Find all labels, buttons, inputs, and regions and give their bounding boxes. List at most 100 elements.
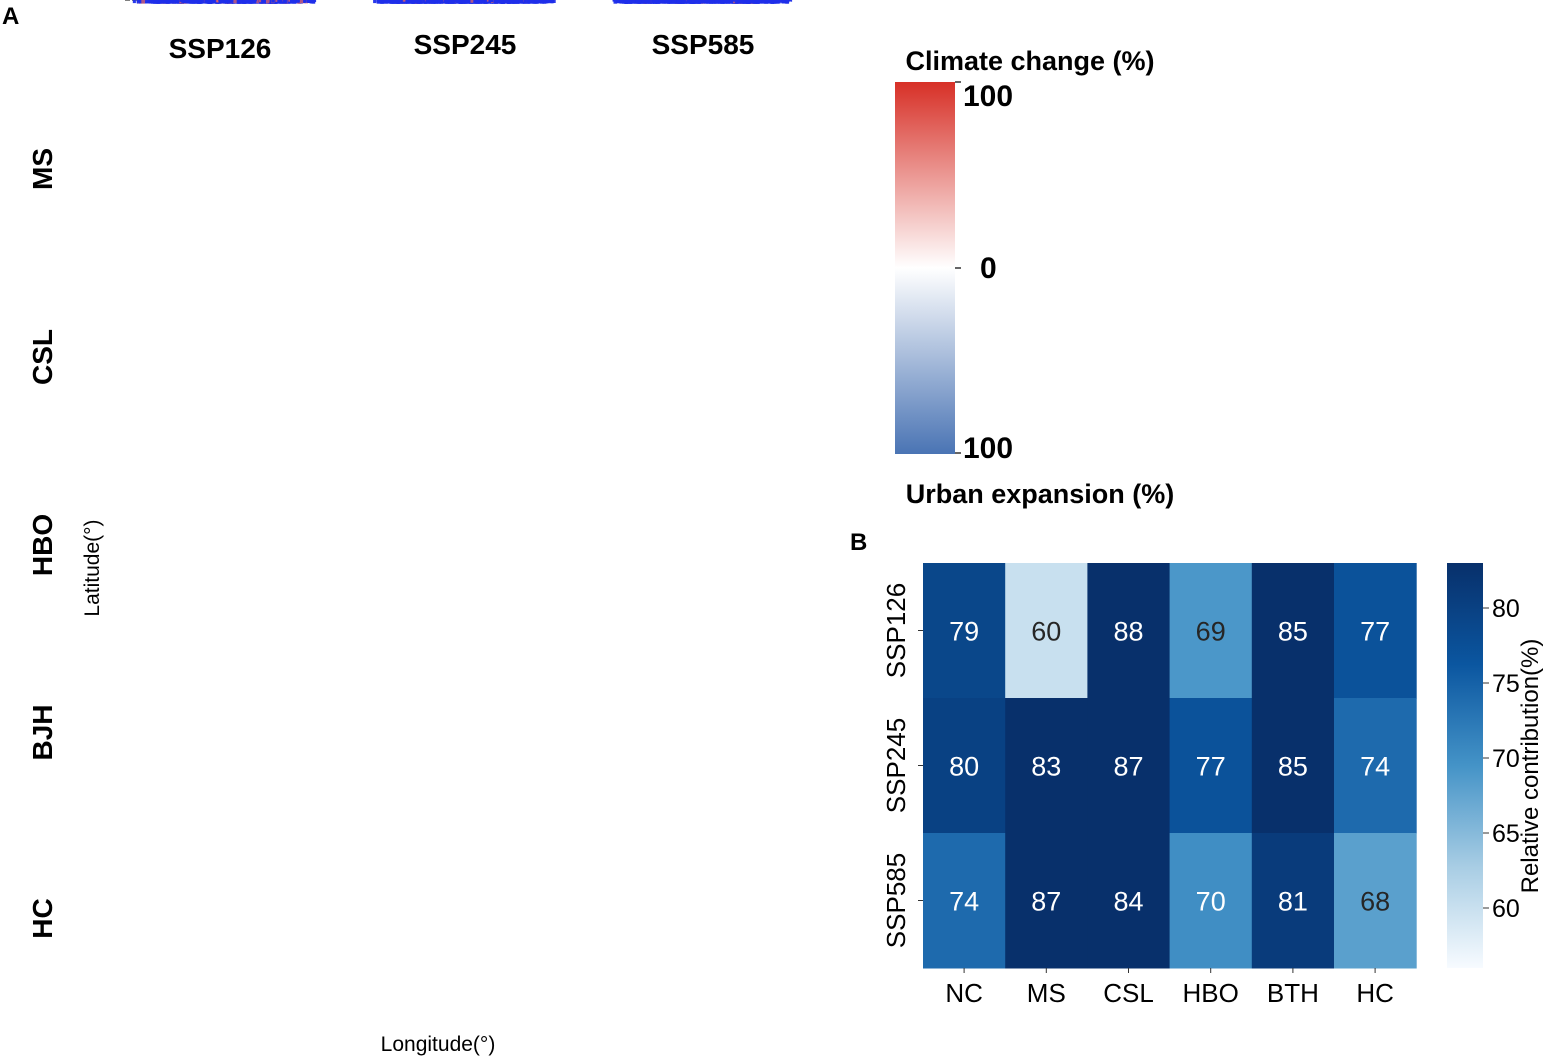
map-hc-ssp245: 122 124 126 128 130 bbox=[353, 0, 572, 5]
heatmap-column-label: HBO bbox=[1183, 978, 1239, 1008]
y-tick-label: 37 bbox=[107, 0, 129, 5]
x-tick-label: 112 bbox=[775, 0, 807, 5]
heatmap-colorbar-tick-label: 75 bbox=[1492, 670, 1520, 698]
heatmap-cell-value: 60 bbox=[1031, 617, 1061, 647]
heatmap-cell-value: 68 bbox=[1360, 887, 1390, 917]
y-tick-label: 39 bbox=[107, 0, 129, 5]
x-tick-label: 113 bbox=[592, 0, 624, 5]
y-tick-label: 41 bbox=[100, 0, 122, 5]
y-tick-label: 46 bbox=[100, 0, 122, 5]
heatmap-cell-value: 87 bbox=[1031, 887, 1061, 917]
heatmap-cell-value: 83 bbox=[1031, 752, 1061, 782]
climate-change-label: Climate change (%) bbox=[905, 46, 1154, 76]
heatmap-cell-value: 77 bbox=[1360, 617, 1390, 647]
map-grid: MS1101121143638110112114110112114CSL1201… bbox=[27, 0, 811, 939]
heatmap-cell-value: 88 bbox=[1113, 617, 1143, 647]
heatmap-colorbar-label: Relative contribution(%) bbox=[1517, 639, 1544, 894]
x-tick-label: 128 bbox=[731, 0, 764, 5]
heatmap-column-label: BTH bbox=[1267, 978, 1319, 1008]
heatmap-cell bbox=[923, 698, 1006, 834]
y-tick-label: 38 bbox=[107, 0, 129, 5]
panel-b-label: B bbox=[850, 529, 867, 556]
x-tick-label: 113 bbox=[354, 0, 386, 5]
y-tick-label: 36 bbox=[107, 0, 129, 5]
heatmap-cell bbox=[1005, 563, 1088, 699]
relative-contribution-colorbar bbox=[1447, 563, 1483, 968]
scenario-header-ssp245: SSP245 bbox=[414, 29, 517, 60]
heatmap-cell bbox=[1251, 563, 1335, 699]
heatmap-column-label: CSL bbox=[1103, 978, 1154, 1008]
heatmap-cell-value: 79 bbox=[949, 617, 979, 647]
heatmap-cell bbox=[1087, 563, 1171, 699]
urban-expansion-label: Urban expansion (%) bbox=[906, 479, 1175, 509]
heatmap-cell bbox=[923, 833, 1006, 969]
map-hc-ssp585: 122 124 126 128 130 bbox=[591, 0, 811, 5]
colorbar-tick-label-bottom: 100 bbox=[963, 432, 1013, 465]
heatmap-cell-value: 74 bbox=[1360, 752, 1390, 782]
heatmap-cell-value: 84 bbox=[1113, 887, 1143, 917]
climate-urban-colorbar bbox=[895, 82, 955, 454]
heatmap-row-label: SSP245 bbox=[881, 718, 911, 813]
heatmap-column-label: MS bbox=[1027, 978, 1066, 1008]
x-tick-label: 130 bbox=[777, 0, 810, 5]
longitude-axis-label: Longitude(°) bbox=[381, 1033, 496, 1056]
x-tick-label: 114 bbox=[775, 0, 807, 5]
x-tick-label: 128 bbox=[254, 0, 287, 5]
heatmap-colorbar-tick-label: 70 bbox=[1492, 745, 1520, 773]
heatmap-column-label: HC bbox=[1356, 978, 1394, 1008]
heatmap-cell-value: 85 bbox=[1278, 617, 1308, 647]
heatmap-cell-value: 87 bbox=[1113, 752, 1143, 782]
heatmap-colorbar-tick-label: 80 bbox=[1492, 595, 1520, 623]
x-tick-label: 126 bbox=[684, 0, 717, 5]
heatmap-cell bbox=[1334, 833, 1417, 969]
x-tick-label: 128 bbox=[492, 0, 525, 5]
x-tick-label: 113 bbox=[114, 0, 146, 5]
x-tick-label: 122 bbox=[591, 0, 624, 5]
scenario-header-ssp585: SSP585 bbox=[652, 29, 755, 60]
row-label-ms: MS bbox=[27, 148, 58, 190]
heatmap-column-label: NC bbox=[945, 978, 983, 1008]
x-tick-label: 124 bbox=[638, 0, 671, 5]
y-tick-label: 48 bbox=[100, 0, 122, 5]
heatmap-cell-value: 69 bbox=[1196, 617, 1226, 647]
heatmap-colorbar-tick-label: 65 bbox=[1492, 820, 1520, 848]
heatmap-cell-value: 80 bbox=[949, 752, 979, 782]
y-tick-label: 41 bbox=[107, 0, 129, 5]
heatmap-cell-value: 81 bbox=[1278, 887, 1308, 917]
y-tick-label: 37 bbox=[100, 0, 122, 5]
map-hc-ssp126: 122 124 126 128 130 42444648 bbox=[100, 0, 335, 5]
heatmap-cell bbox=[1087, 833, 1171, 969]
x-tick-label: 130 bbox=[301, 0, 334, 5]
y-tick-label: 42 bbox=[100, 0, 122, 5]
heatmap-cell-value: 74 bbox=[949, 887, 979, 917]
latitude-axis-label: Latitude(°) bbox=[81, 519, 104, 616]
heatmap-row-label: SSP126 bbox=[881, 583, 911, 678]
row-label-bjh: BJH bbox=[27, 704, 58, 760]
heatmap-colorbar-tick-label: 60 bbox=[1492, 895, 1520, 923]
heatmap-cell bbox=[1251, 698, 1335, 834]
heatmap-cell bbox=[1169, 698, 1253, 834]
row-label-csl: CSL bbox=[27, 329, 58, 385]
x-tick-label: 122 bbox=[113, 0, 146, 5]
scenario-header-ssp126: SSP126 bbox=[169, 33, 272, 64]
row-label-hbo: HBO bbox=[27, 514, 58, 576]
heatmap-cell-value: 70 bbox=[1196, 887, 1226, 917]
y-tick-label: 39 bbox=[100, 0, 122, 5]
heatmap-cell bbox=[1005, 833, 1088, 969]
heatmap-cell bbox=[1005, 698, 1088, 834]
row-label-hc: HC bbox=[27, 898, 58, 938]
x-tick-label: 119 bbox=[302, 0, 334, 5]
x-tick-label: 119 bbox=[778, 0, 810, 5]
heatmap-cell-value: 85 bbox=[1278, 752, 1308, 782]
colorbar-tick-label-mid: 0 bbox=[980, 252, 997, 285]
x-tick-label: 126 bbox=[774, 0, 807, 5]
x-tick-label: 124 bbox=[160, 0, 193, 5]
x-tick-label: 126 bbox=[446, 0, 479, 5]
y-tick-label: 44 bbox=[100, 0, 122, 5]
heatmap-cell-value: 77 bbox=[1196, 752, 1226, 782]
heatmap-row-label: SSP585 bbox=[881, 853, 911, 948]
x-tick-label: 130 bbox=[538, 0, 571, 5]
heatmap-cell bbox=[1087, 698, 1171, 834]
panel-a-label: A bbox=[2, 3, 19, 30]
heatmap-cell bbox=[923, 563, 1006, 699]
